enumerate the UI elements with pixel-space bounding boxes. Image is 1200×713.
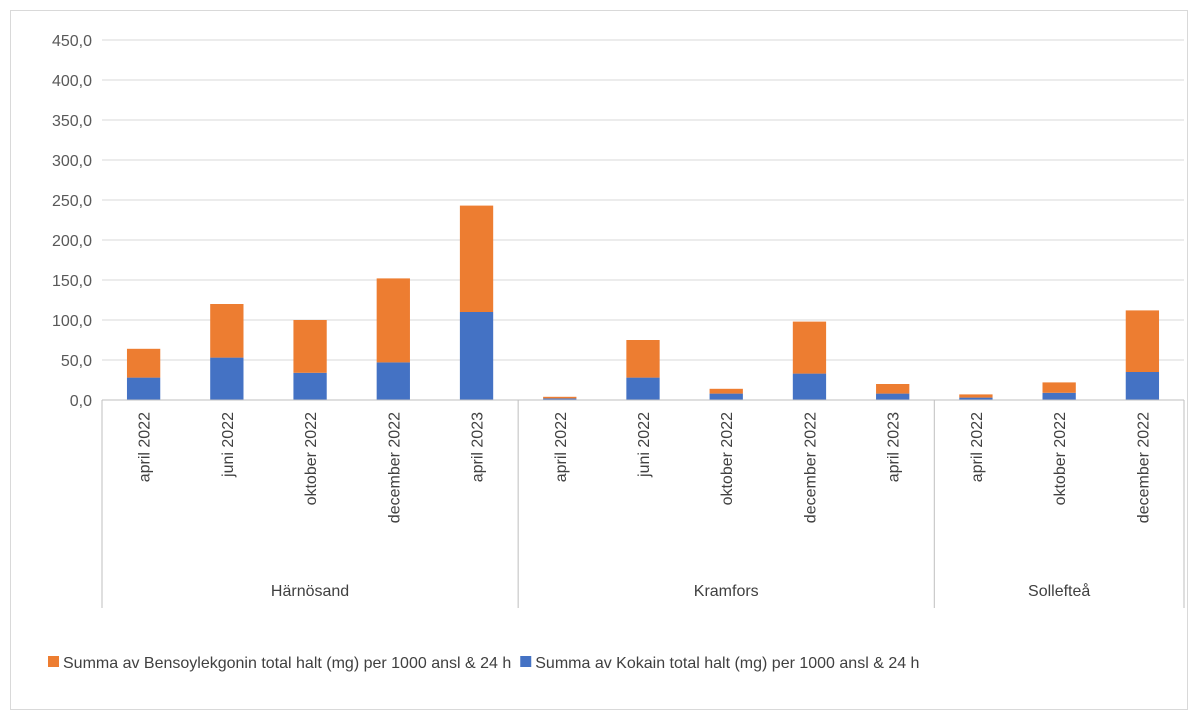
group-label: Kramfors bbox=[694, 583, 759, 600]
bar-segment bbox=[126, 377, 161, 400]
bar-segment bbox=[1042, 382, 1076, 393]
group-label: Sollefteå bbox=[1028, 582, 1090, 600]
bar-segment bbox=[459, 205, 494, 312]
bar-segment bbox=[792, 373, 827, 400]
legend-label: Summa av Kokain total halt (mg) per 1000… bbox=[535, 655, 919, 672]
bar-segment bbox=[959, 394, 993, 398]
bar-segment bbox=[210, 304, 244, 358]
bar-segment bbox=[876, 393, 910, 400]
group-labels: Härnösand Kramfors Sollefteå bbox=[271, 582, 1090, 600]
category-label: juni 2022 bbox=[220, 412, 237, 478]
y-tick-label: 450,0 bbox=[52, 33, 92, 50]
category-label: april 2023 bbox=[886, 412, 903, 482]
y-tick-label: 250,0 bbox=[52, 193, 92, 210]
y-tick-label: 50,0 bbox=[61, 353, 92, 370]
bar-segment bbox=[1125, 372, 1160, 400]
chart-area bbox=[10, 10, 1188, 710]
bar-segment bbox=[293, 320, 327, 373]
bar-segment bbox=[376, 278, 410, 363]
category-label: april 2022 bbox=[553, 412, 570, 482]
x-axis bbox=[101, 399, 1185, 608]
bar-segment bbox=[126, 348, 161, 378]
legend: Summa av Bensoylekgonin total halt (mg) … bbox=[48, 655, 919, 672]
y-tick-label: 400,0 bbox=[52, 73, 92, 90]
bar-segment bbox=[709, 393, 743, 400]
category-label: april 2022 bbox=[969, 412, 986, 482]
y-tick-label: 200,0 bbox=[52, 233, 92, 250]
bar-segment bbox=[293, 372, 327, 400]
group-label: Härnösand bbox=[271, 583, 349, 600]
bar-segment bbox=[959, 397, 993, 400]
category-label: december 2022 bbox=[1135, 412, 1152, 523]
bar-segment bbox=[626, 340, 660, 378]
category-label: oktober 2022 bbox=[303, 412, 320, 506]
y-tick-label: 100,0 bbox=[52, 313, 92, 330]
legend-label: Summa av Bensoylekgonin total halt (mg) … bbox=[63, 655, 511, 672]
bars bbox=[126, 205, 1160, 400]
bar-segment bbox=[1125, 310, 1160, 372]
legend-swatch bbox=[48, 656, 59, 667]
category-label: december 2022 bbox=[802, 412, 819, 523]
y-tick-label: 150,0 bbox=[52, 273, 92, 290]
bar-segment bbox=[376, 362, 410, 400]
bar-segment bbox=[1042, 392, 1076, 400]
category-label: april 2022 bbox=[137, 412, 154, 482]
category-label: oktober 2022 bbox=[1052, 412, 1069, 506]
category-label: december 2022 bbox=[386, 412, 403, 523]
bar-segment bbox=[543, 396, 577, 399]
bar-segment bbox=[459, 312, 494, 400]
legend-swatch bbox=[520, 656, 532, 667]
category-labels: april 2022 juni 2022 oktober 2022 december … bbox=[137, 412, 1153, 523]
y-axis-ticks: 0,0 50,0 100,0 150,0 200,0 250,0 300,0 350,0 400… bbox=[52, 33, 92, 410]
category-label: juni 2022 bbox=[636, 412, 653, 478]
y-tick-label: 0,0 bbox=[70, 393, 92, 410]
bar-segment bbox=[210, 357, 244, 400]
gridlines bbox=[102, 39, 1184, 361]
bar-segment bbox=[792, 321, 827, 374]
bar-segment bbox=[626, 377, 660, 400]
y-tick-label: 350,0 bbox=[52, 113, 92, 130]
bar-segment bbox=[709, 388, 743, 394]
bar-segment bbox=[876, 384, 910, 394]
category-label: oktober 2022 bbox=[719, 412, 736, 506]
bar-segment bbox=[543, 398, 577, 400]
y-tick-label: 300,0 bbox=[52, 153, 92, 170]
category-label: april 2023 bbox=[470, 412, 487, 482]
